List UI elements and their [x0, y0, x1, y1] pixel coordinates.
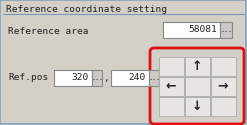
Text: ...: ... [148, 75, 160, 81]
Text: →: → [218, 80, 228, 92]
FancyBboxPatch shape [210, 96, 235, 116]
FancyBboxPatch shape [159, 76, 184, 96]
FancyBboxPatch shape [185, 96, 209, 116]
FancyBboxPatch shape [159, 96, 184, 116]
FancyBboxPatch shape [220, 22, 232, 38]
FancyBboxPatch shape [54, 70, 92, 86]
Text: 58081: 58081 [188, 26, 217, 35]
FancyBboxPatch shape [163, 22, 220, 38]
Text: ↑: ↑ [192, 60, 202, 72]
Text: ↓: ↓ [192, 100, 202, 112]
FancyBboxPatch shape [210, 56, 235, 76]
FancyBboxPatch shape [185, 76, 209, 96]
FancyBboxPatch shape [185, 56, 209, 76]
FancyBboxPatch shape [149, 70, 159, 86]
Text: ←: ← [166, 80, 176, 92]
Text: ,: , [103, 74, 109, 82]
Text: Reference coordinate setting: Reference coordinate setting [6, 4, 167, 14]
Text: Ref.pos: Ref.pos [8, 74, 48, 82]
Text: 240: 240 [129, 74, 146, 82]
Text: ...: ... [91, 75, 103, 81]
FancyBboxPatch shape [92, 70, 102, 86]
FancyBboxPatch shape [210, 76, 235, 96]
FancyBboxPatch shape [111, 70, 149, 86]
Text: 320: 320 [72, 74, 89, 82]
FancyBboxPatch shape [150, 48, 244, 124]
FancyBboxPatch shape [159, 56, 184, 76]
Text: ...: ... [220, 27, 232, 33]
Text: Reference area: Reference area [8, 26, 88, 36]
